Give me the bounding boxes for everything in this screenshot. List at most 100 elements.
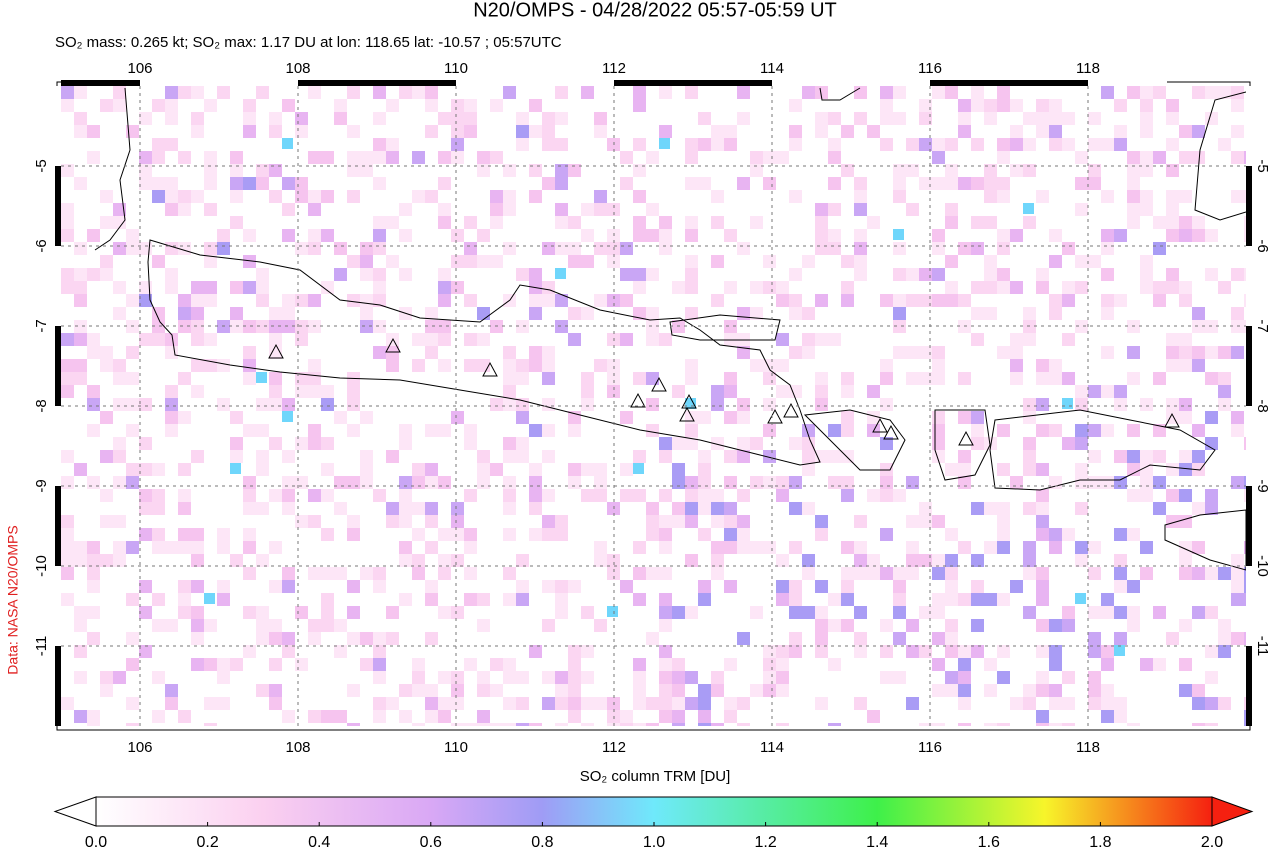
pixel [308, 294, 321, 307]
pixel [1166, 463, 1179, 476]
pixel [152, 710, 165, 723]
pixel [386, 697, 399, 710]
pixel [659, 86, 672, 99]
pixel [334, 567, 347, 580]
pixel [685, 671, 698, 684]
pixel [763, 684, 776, 697]
pixel [945, 554, 958, 567]
pixel [1179, 411, 1192, 424]
pixel [347, 385, 360, 398]
pixel [997, 268, 1010, 281]
pixel [139, 580, 152, 593]
pixel [646, 567, 659, 580]
pixel [269, 112, 282, 125]
pixel [282, 632, 295, 645]
pixel [477, 359, 490, 372]
pixel [1101, 346, 1114, 359]
pixel [451, 502, 464, 515]
pixel [529, 723, 542, 726]
pixel [178, 203, 191, 216]
pixel [1218, 632, 1231, 645]
pixel [113, 554, 126, 567]
pixel [1088, 138, 1101, 151]
pixel [347, 515, 360, 528]
pixel [737, 632, 750, 645]
frame-segment [377, 80, 456, 86]
pixel [685, 268, 698, 281]
pixel [906, 567, 919, 580]
pixel [841, 580, 854, 593]
pixel [789, 125, 802, 138]
pixel [451, 723, 464, 726]
pixel [854, 645, 867, 658]
pixel [1088, 164, 1101, 177]
pixel [490, 658, 503, 671]
pixel [1062, 242, 1075, 255]
pixel [1179, 463, 1192, 476]
pixel [1101, 385, 1114, 398]
pixel [438, 528, 451, 541]
pixel [893, 567, 906, 580]
pixel [971, 177, 984, 190]
pixel [737, 242, 750, 255]
pixel [776, 359, 789, 372]
pixel [594, 294, 607, 307]
pixel [815, 372, 828, 385]
pixel [841, 385, 854, 398]
pixel [997, 281, 1010, 294]
pixel [139, 398, 152, 411]
pixel [854, 112, 867, 125]
pixel [230, 450, 243, 463]
frame-segment [693, 80, 772, 86]
pixel [399, 268, 412, 281]
pixel [1140, 268, 1153, 281]
pixel [191, 320, 204, 333]
pixel [477, 307, 490, 320]
lon-tick-label: 108 [285, 60, 310, 77]
subtitle: SO₂ mass: 0.265 kt; SO₂ max: 1.17 DU at … [55, 34, 562, 51]
pixel [1049, 112, 1062, 125]
pixel [776, 671, 789, 684]
colorbar-tick-label: 0.8 [531, 834, 553, 851]
pixel [984, 99, 997, 112]
pixel [217, 242, 230, 255]
pixel [698, 697, 711, 710]
colorbar-tick-label: 0.6 [420, 834, 442, 851]
pixel [243, 541, 256, 554]
pixel [217, 671, 230, 684]
pixel [724, 385, 737, 398]
pixel [906, 294, 919, 307]
pixel [87, 398, 100, 411]
lat-tick-label: -8 [33, 399, 50, 412]
pixel [191, 580, 204, 593]
pixel [997, 151, 1010, 164]
pixel [1166, 138, 1179, 151]
pixel [659, 489, 672, 502]
pixel [893, 294, 906, 307]
pixel [100, 489, 113, 502]
pixel [750, 359, 763, 372]
pixel [1114, 606, 1127, 619]
pixel [568, 710, 581, 723]
pixel [1244, 268, 1246, 281]
pixel [1205, 567, 1218, 580]
pixel [113, 99, 126, 112]
pixel [1075, 320, 1088, 333]
pixel [659, 645, 672, 658]
pixel [477, 450, 490, 463]
pixel [1140, 450, 1153, 463]
pixel [139, 177, 152, 190]
pixel [945, 580, 958, 593]
pixel [74, 606, 87, 619]
pixel [113, 372, 126, 385]
pixel [763, 541, 776, 554]
lat-tick-label: -10 [1254, 555, 1271, 577]
pixel [490, 216, 503, 229]
pixel [1036, 567, 1049, 580]
pixel [191, 359, 204, 372]
pixel [763, 645, 776, 658]
pixel [737, 450, 750, 463]
pixel [1231, 554, 1244, 567]
pixel [126, 398, 139, 411]
pixel [724, 476, 737, 489]
